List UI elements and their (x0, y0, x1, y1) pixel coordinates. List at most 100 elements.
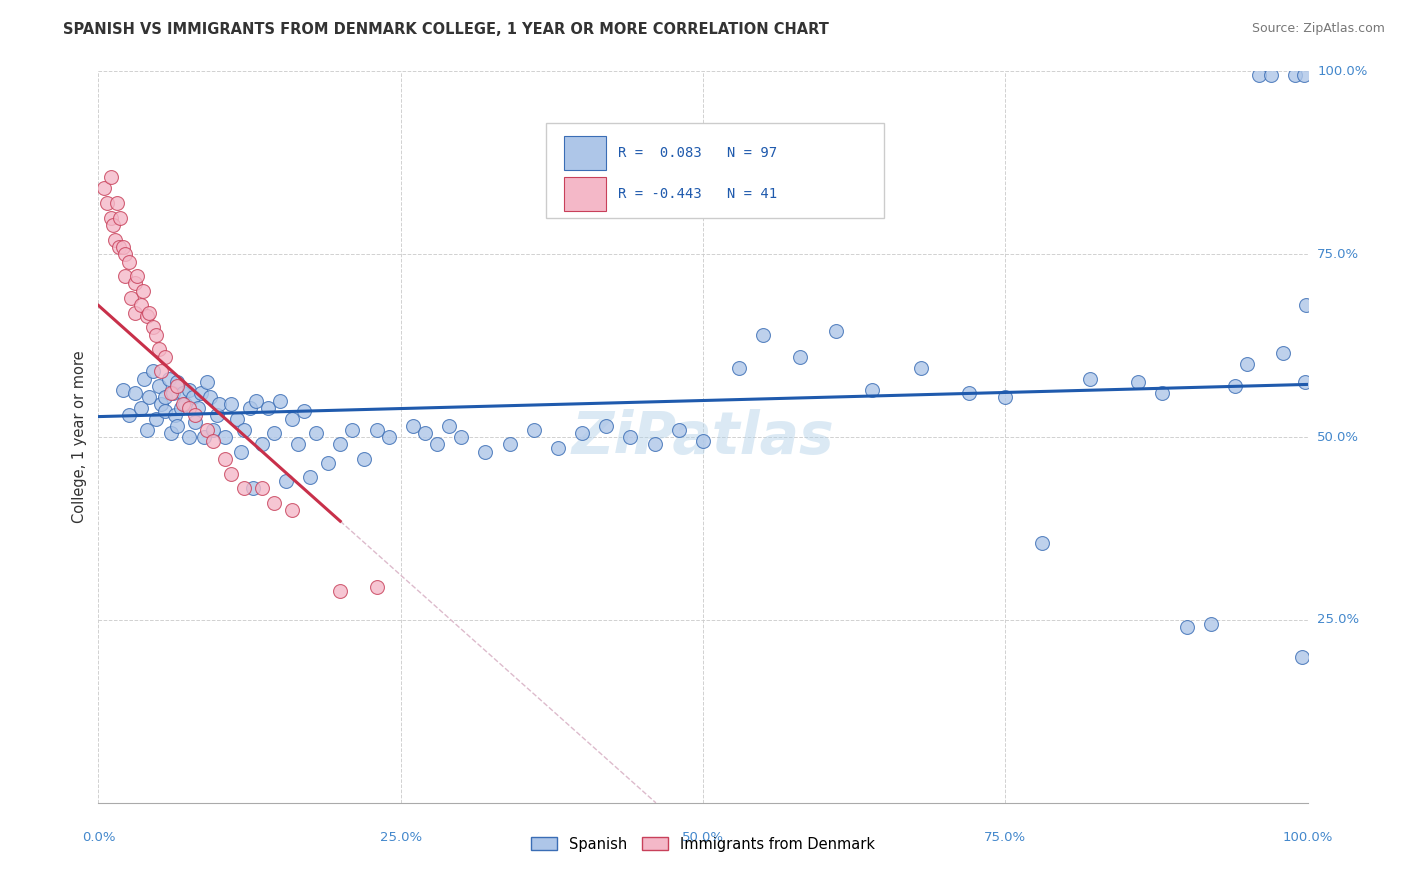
Point (148, 379, 170, 393)
Point (1284, 68, 1306, 82)
Point (1078, 371, 1101, 385)
Point (166, 376, 188, 390)
Point (1175, 620, 1198, 634)
Point (205, 408, 228, 422)
Point (118, 254, 141, 268)
Point (287, 437, 309, 451)
Point (910, 360, 932, 375)
Point (162, 386, 184, 401)
Point (498, 437, 520, 451)
Point (619, 430, 641, 444)
Legend: Spanish, Immigrants from Denmark: Spanish, Immigrants from Denmark (526, 831, 880, 858)
Point (377, 430, 399, 444)
Point (353, 452, 375, 467)
Point (148, 343, 170, 357)
Point (214, 452, 236, 467)
Point (226, 412, 249, 426)
Point (150, 364, 173, 378)
Text: Source: ZipAtlas.com: Source: ZipAtlas.com (1251, 22, 1385, 36)
Point (179, 401, 201, 415)
Point (366, 580, 388, 594)
Point (281, 412, 304, 426)
Point (860, 383, 883, 397)
Point (1031, 536, 1053, 550)
Text: 25.0%: 25.0% (1317, 614, 1360, 626)
Point (1292, 68, 1315, 82)
Point (1199, 616, 1222, 631)
Point (127, 269, 149, 284)
Point (195, 376, 218, 390)
Point (153, 350, 176, 364)
Point (329, 437, 352, 451)
Point (166, 419, 188, 434)
Point (96, 196, 118, 211)
Text: ZiPatlas: ZiPatlas (572, 409, 834, 466)
Point (138, 390, 160, 404)
Point (547, 441, 569, 455)
Point (299, 470, 322, 484)
Point (232, 481, 254, 495)
Point (208, 397, 231, 411)
Text: 75.0%: 75.0% (984, 830, 1026, 844)
Point (256, 401, 278, 415)
Y-axis label: College, 1 year or more: College, 1 year or more (72, 351, 87, 524)
Text: R = -0.443   N = 41: R = -0.443 N = 41 (619, 187, 778, 201)
Point (187, 401, 209, 415)
Point (172, 397, 194, 411)
Point (104, 233, 127, 247)
Point (111, 383, 134, 397)
Point (571, 426, 593, 441)
Point (728, 360, 751, 375)
Text: 0.0%: 0.0% (82, 830, 115, 844)
Point (413, 426, 436, 441)
Point (108, 211, 131, 225)
Point (142, 320, 165, 334)
Point (426, 437, 449, 451)
Point (150, 397, 173, 411)
Point (1291, 649, 1313, 664)
Point (1249, 68, 1271, 82)
Point (644, 437, 666, 451)
Point (163, 408, 186, 422)
Point (825, 324, 848, 338)
Point (120, 291, 142, 305)
Point (1223, 379, 1246, 393)
Point (316, 456, 339, 470)
Point (789, 350, 811, 364)
Point (135, 310, 157, 324)
Point (114, 247, 136, 261)
Point (595, 419, 617, 434)
Text: 100.0%: 100.0% (1317, 65, 1368, 78)
Point (142, 364, 165, 378)
Point (153, 390, 176, 404)
Point (153, 404, 176, 418)
Point (668, 423, 690, 437)
Point (523, 423, 546, 437)
Point (93, 181, 115, 195)
Point (124, 386, 146, 401)
Point (692, 434, 714, 448)
Point (1295, 298, 1317, 312)
Point (1260, 68, 1282, 82)
Point (281, 503, 304, 517)
Text: 75.0%: 75.0% (1317, 248, 1360, 260)
Point (172, 386, 194, 401)
Point (179, 383, 201, 397)
Point (190, 386, 212, 401)
Point (994, 390, 1017, 404)
Point (1294, 376, 1316, 390)
Point (195, 423, 218, 437)
Point (184, 416, 207, 430)
Point (366, 423, 388, 437)
Point (202, 423, 225, 437)
Point (752, 327, 775, 342)
Text: 100.0%: 100.0% (1282, 830, 1333, 844)
Point (108, 240, 131, 254)
Point (1272, 346, 1295, 360)
Point (160, 386, 183, 401)
Point (132, 284, 155, 298)
Point (181, 390, 204, 404)
Point (474, 444, 496, 458)
Point (232, 423, 254, 437)
Point (145, 412, 167, 426)
